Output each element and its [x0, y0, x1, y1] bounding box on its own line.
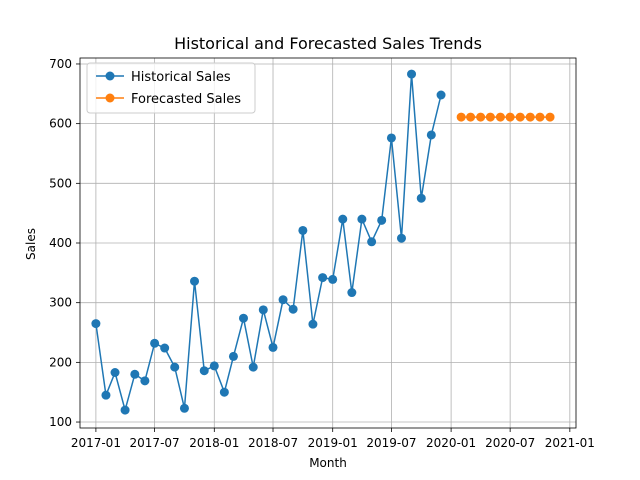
data-point	[258, 305, 268, 315]
x-tick-label: 2017-01	[71, 436, 121, 450]
data-point	[110, 368, 120, 377]
x-tick-label: 2018-07	[248, 436, 298, 450]
data-point	[545, 112, 555, 122]
data-point	[268, 342, 278, 352]
data-point	[318, 273, 328, 283]
data-point	[308, 319, 318, 329]
data-point	[505, 112, 515, 122]
data-point	[120, 405, 130, 415]
y-tick-label: 600	[49, 117, 72, 131]
series-line	[95, 73, 442, 411]
axes: 2017-01 2017-07 2018-01 2018-07 2019-01 2019-…	[49, 57, 595, 450]
x-tick-label: 2021-01	[545, 436, 595, 450]
x-tick-label: 2019-07	[366, 436, 416, 450]
data-point	[278, 295, 288, 305]
data-point	[179, 403, 189, 413]
data-point	[515, 112, 525, 122]
data-point	[101, 390, 111, 400]
legend-historical-label: Historical Sales	[131, 70, 231, 85]
data-point	[219, 387, 229, 397]
data-point	[190, 276, 200, 286]
data-point	[386, 133, 396, 143]
data-point	[288, 304, 298, 314]
y-tick-label: 500	[49, 176, 72, 190]
y-tick-label: 100	[49, 415, 72, 429]
series-layer	[91, 69, 555, 415]
data-point	[367, 237, 377, 247]
data-point	[347, 288, 357, 298]
data-point	[130, 369, 140, 379]
legend-forecast-marker	[105, 93, 115, 103]
y-axis-label: Sales	[24, 228, 38, 260]
data-point	[91, 319, 101, 329]
series-historical	[91, 69, 446, 415]
data-point	[199, 366, 209, 376]
x-tick-label: 2019-01	[308, 436, 358, 450]
data-point	[407, 69, 417, 79]
data-point	[495, 112, 505, 122]
data-point	[170, 362, 180, 372]
y-tick-label: 700	[49, 57, 72, 71]
data-point	[209, 361, 219, 371]
data-point	[150, 338, 160, 348]
legend-box	[86, 62, 256, 114]
data-point	[238, 313, 248, 323]
data-point	[140, 376, 150, 386]
chart-title: Historical and Forecasted Sales Trends	[174, 34, 482, 53]
grid	[80, 58, 576, 428]
y-tick-label: 200	[49, 355, 72, 369]
data-point	[476, 112, 486, 122]
legend: Historical Sales Forecasted Sales	[86, 62, 256, 114]
data-point	[298, 225, 308, 235]
data-point	[248, 362, 258, 372]
legend-forecast-label: Forecasted Sales	[131, 92, 241, 107]
data-point	[338, 214, 348, 224]
x-tick-label: 2018-01	[189, 436, 239, 450]
y-tick-label: 300	[49, 296, 72, 310]
data-point	[416, 193, 426, 203]
legend-historical-marker	[105, 71, 115, 81]
data-point	[228, 351, 238, 361]
data-point	[436, 90, 446, 100]
x-tick-label: 2017-07	[130, 436, 180, 450]
data-point	[535, 112, 545, 122]
data-point	[456, 112, 466, 122]
x-axis-label: Month	[309, 456, 347, 470]
data-point	[426, 130, 436, 140]
data-point	[396, 233, 406, 243]
y-tick-label: 400	[49, 236, 72, 250]
data-point	[525, 112, 535, 122]
data-point	[160, 343, 170, 353]
x-tick-label: 2020-01	[426, 436, 476, 450]
data-point	[357, 214, 367, 224]
data-point	[328, 274, 338, 284]
data-point	[466, 112, 476, 122]
data-point	[377, 215, 387, 225]
plot-frame	[79, 57, 577, 429]
series-forecast	[456, 112, 555, 122]
data-point	[485, 112, 495, 122]
x-tick-label: 2020-07	[485, 436, 535, 450]
